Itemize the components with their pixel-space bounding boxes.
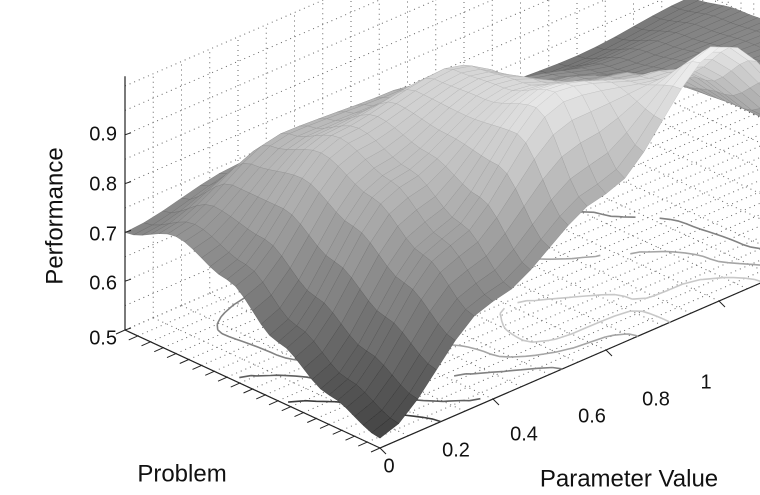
contour-line: [499, 276, 760, 343]
y-tick-mark: [294, 412, 304, 418]
floor-grid-line: [492, 170, 748, 290]
y-tick-mark: [217, 376, 228, 382]
y-axis-title: Problem: [137, 460, 226, 487]
x-tick-label: 0.2: [442, 439, 470, 461]
z-axis-title: Performance: [41, 147, 68, 284]
y-tick-mark: [332, 429, 342, 435]
z-tick-label: 0.7: [89, 223, 117, 245]
y-tick-mark: [230, 382, 240, 388]
z-tick-label: 0.6: [89, 272, 117, 294]
floor-grid-line: [435, 194, 691, 314]
x-tick-labels: 0 0.2 0.4 0.6 0.8 1: [383, 371, 711, 477]
z-tick-mark: [124, 327, 132, 331]
x-tick-mark: [492, 398, 500, 406]
y-tick-mark: [141, 341, 151, 347]
y-tick-mark: [268, 400, 279, 406]
y-tick-mark: [370, 447, 381, 453]
x-tick-label: 0.6: [578, 405, 606, 427]
floor-grid-line: [605, 121, 760, 194]
x-tick-mark: [718, 300, 726, 308]
floor-grid-line: [520, 158, 760, 270]
x-tick-label: 0.4: [510, 423, 538, 445]
y-tick-mark: [192, 364, 202, 370]
y-tick-mark: [166, 353, 177, 359]
performance-surface: [124, 0, 760, 439]
z-tick-mark: [124, 132, 132, 136]
x-tick-mark: [379, 447, 387, 455]
z-tick-mark: [124, 229, 132, 233]
x-tick-label: 0.8: [642, 388, 670, 410]
z-tick-label: 0.5: [89, 327, 117, 349]
z-tick-labels: 0.5 0.6 0.7 0.8 0.9: [89, 123, 117, 349]
y-tick-mark: [307, 418, 317, 423]
y-tick-mark: [345, 435, 355, 441]
y-tick-mark: [319, 423, 330, 429]
y-tick-mark: [281, 406, 291, 412]
y-tick-mark: [205, 370, 215, 376]
y-tick-mark: [115, 329, 126, 335]
z-tick-label: 0.9: [89, 123, 117, 145]
floor-grid-line: [576, 133, 760, 220]
floor-grid-line: [463, 182, 720, 302]
x-axis-line: [379, 282, 760, 449]
floor-grid-line: [548, 145, 760, 245]
y-tick-mark: [256, 394, 266, 400]
y-tick-mark: [358, 441, 368, 447]
x-tick-mark: [605, 349, 613, 357]
floor-grid-line: [661, 96, 760, 144]
z-tick-mark: [124, 278, 132, 282]
x-axis-title: Parameter Value: [540, 465, 718, 492]
surface-cell: [371, 417, 400, 439]
surface-cell: [755, 29, 760, 33]
tick-marks: [115, 132, 726, 455]
y-tick-mark: [243, 388, 253, 394]
y-tick-mark: [179, 359, 189, 364]
floor-grid-line: [407, 207, 663, 326]
z-tick-label: 0.8: [89, 173, 117, 195]
y-tick-mark: [128, 335, 138, 341]
z-tick-mark: [124, 181, 132, 185]
y-tick-mark: [154, 347, 164, 353]
x-tick-label: 1: [700, 371, 711, 393]
x-tick-label: 0: [383, 455, 394, 477]
